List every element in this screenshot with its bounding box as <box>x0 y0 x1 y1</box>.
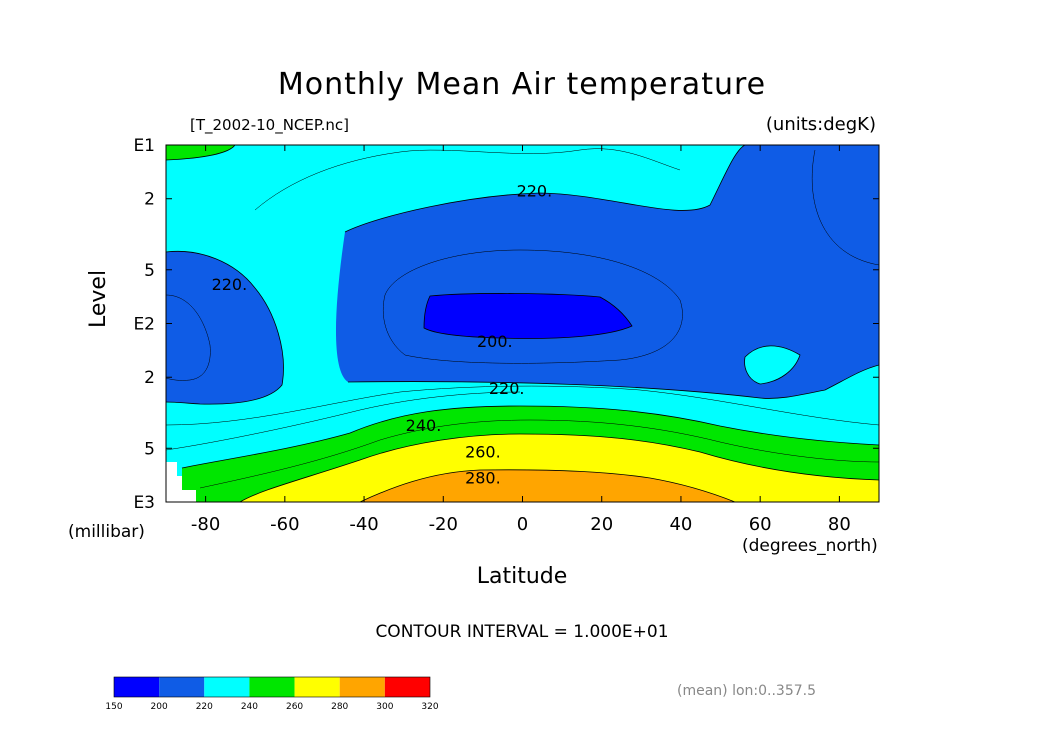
missing-data-patch <box>166 462 196 502</box>
x-tick-label: -20 <box>429 514 458 535</box>
colorbar-label: 260 <box>286 702 303 712</box>
contour-line <box>347 364 879 399</box>
contour-label: 220. <box>212 275 248 294</box>
band-280-300 <box>360 469 735 502</box>
colorbar-swatch <box>294 677 340 697</box>
contour-line <box>744 345 801 385</box>
contour-interval-label: CONTOUR INTERVAL = 1.000E+01 <box>375 622 669 642</box>
x-tick-label: 0 <box>517 514 528 535</box>
y-axis-units: (millibar) <box>68 522 145 542</box>
y-tick-label: E3 <box>133 493 155 513</box>
x-tick-label: 80 <box>828 514 851 535</box>
contour-line-thin <box>166 385 879 426</box>
chart-title: Monthly Mean Air temperature <box>277 67 767 102</box>
contour-line <box>359 469 736 502</box>
contour-line <box>181 405 879 469</box>
contour-line <box>239 433 879 502</box>
y-tick-label: 5 <box>144 261 155 281</box>
x-tick-label: 20 <box>590 514 613 535</box>
colorbar-swatch <box>204 677 250 697</box>
colorbar-label: 240 <box>241 702 258 712</box>
contour-label: 200. <box>477 332 513 351</box>
contour-line <box>344 145 746 233</box>
contour-line <box>166 145 236 161</box>
contour-label: 240. <box>406 416 442 435</box>
band-200-220-left <box>166 251 284 405</box>
y-tick-label: 2 <box>144 368 155 388</box>
units-label: (units:degK) <box>765 114 876 135</box>
x-tick-label: 60 <box>749 514 772 535</box>
x-tick-label: -40 <box>349 514 378 535</box>
x-tick-label: 40 <box>669 514 692 535</box>
contour-label: 280. <box>465 469 501 488</box>
y-tick-label: 5 <box>144 439 155 459</box>
mean-note: (mean) lon:0..357.5 <box>677 683 817 699</box>
colorbar-swatch <box>159 677 205 697</box>
colorbar-swatch <box>384 677 430 697</box>
band-220-240-island <box>744 345 800 384</box>
y-tick-label: E2 <box>133 315 155 335</box>
y-tick-label: E1 <box>133 136 155 156</box>
band-260-280 <box>240 434 879 502</box>
contour-line <box>166 250 284 405</box>
x-tick-label: -80 <box>191 514 220 535</box>
band-150-200-core <box>424 293 632 339</box>
colorbar-label: 220 <box>196 702 213 712</box>
contour-line-thin <box>199 419 879 489</box>
contour-line-thin <box>382 249 683 364</box>
x-axis-units: (degrees_north) <box>742 536 878 556</box>
colorbar-label: 150 <box>105 702 122 712</box>
file-label: [T_2002-10_NCEP.nc] <box>190 116 349 134</box>
contour-line-thin <box>166 391 521 451</box>
colorbar-swatch <box>249 677 295 697</box>
colorbar-label: 320 <box>421 702 438 712</box>
colorbar-swatch <box>114 677 160 697</box>
contour-label: 220. <box>517 182 553 201</box>
colorbar-label: 280 <box>331 702 348 712</box>
contour-label: 260. <box>465 442 501 461</box>
y-tick-label: 2 <box>144 190 155 210</box>
colorbar-frame <box>113 676 431 698</box>
colorbar-swatch <box>339 677 385 697</box>
contour-label: 220. <box>489 379 525 398</box>
band-240-260-corner <box>166 145 235 160</box>
x-axis-label: Latitude <box>476 564 568 589</box>
colorbar-label: 300 <box>376 702 393 712</box>
contour-line-thin <box>166 294 211 381</box>
x-tick-label: -60 <box>270 514 299 535</box>
colorbar-label: 200 <box>151 702 168 712</box>
contour-line <box>423 293 633 339</box>
